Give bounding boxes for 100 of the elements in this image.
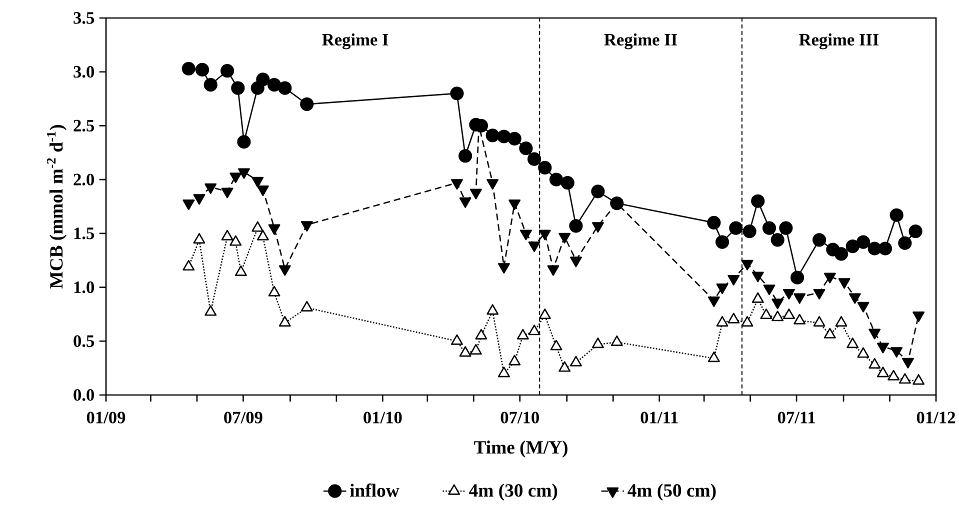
point: [813, 316, 826, 327]
point: [558, 361, 571, 372]
point: [256, 230, 269, 240]
point: [538, 308, 551, 320]
point: [742, 224, 756, 238]
x-tick-label: 07/09: [224, 412, 262, 424]
point: [834, 247, 848, 261]
point: [569, 219, 583, 233]
point: [898, 373, 911, 384]
y-tick-label: 3.0: [74, 66, 94, 78]
legend-label: 4m (30 cm): [469, 484, 558, 501]
point: [195, 62, 210, 77]
point: [549, 172, 564, 186]
point: [878, 242, 892, 256]
point: [193, 233, 206, 244]
point: [560, 176, 574, 190]
point: [182, 260, 195, 271]
point: [898, 236, 912, 250]
point: [450, 334, 463, 345]
point: [497, 130, 511, 144]
point: [912, 374, 925, 385]
point: [888, 370, 900, 380]
point: [475, 328, 488, 340]
point: [221, 230, 234, 240]
point: [252, 221, 264, 232]
point: [741, 316, 754, 327]
point: [824, 328, 836, 338]
point: [592, 338, 604, 348]
point: [486, 128, 500, 142]
point: [708, 352, 720, 362]
point: [237, 135, 251, 149]
point: [519, 142, 533, 156]
x-tick-label: 07/11: [778, 412, 815, 424]
point: [234, 265, 247, 276]
y-tick-label: 3.5: [74, 12, 94, 24]
point: [182, 62, 196, 76]
point: [508, 132, 522, 146]
point: [458, 149, 472, 163]
point: [762, 221, 776, 235]
point: [300, 300, 313, 312]
point: [729, 221, 743, 235]
point: [812, 233, 826, 247]
point: [527, 152, 542, 166]
point: [498, 366, 510, 378]
point: [715, 235, 730, 249]
point: [770, 233, 784, 247]
x-tick-label: 07/10: [500, 412, 539, 424]
point: [835, 316, 848, 327]
point: [751, 194, 765, 208]
point: [300, 97, 314, 111]
point: [508, 354, 521, 366]
point: [220, 64, 234, 78]
point: [782, 308, 795, 320]
point: [752, 292, 764, 303]
point: [267, 78, 282, 92]
point: [204, 305, 217, 316]
point: [486, 304, 499, 315]
point: [846, 338, 859, 348]
point: [278, 316, 291, 327]
point: [728, 312, 740, 324]
point: [772, 310, 784, 322]
x-tick-label: 01/10: [364, 412, 402, 424]
point: [550, 340, 562, 350]
point: [760, 308, 772, 320]
point: [528, 324, 540, 336]
point: [790, 270, 804, 284]
y-axis-title: MCB (mmol m$^{-2}$ d$^{-1}$): [46, 125, 66, 289]
point: [538, 160, 552, 175]
point: [231, 81, 245, 95]
point: [868, 358, 881, 369]
point: [204, 78, 218, 92]
annotation: Regime I: [322, 33, 388, 50]
point: [278, 81, 292, 95]
x-tick-label: 01/11: [640, 412, 678, 424]
y-tick-label: 0.5: [74, 335, 94, 348]
x-axis-title: Time (M/Y): [474, 440, 568, 458]
point: [846, 240, 860, 254]
y-tick-label: 1.0: [74, 281, 94, 294]
legend-label: 4m (50 cm): [628, 484, 716, 501]
annotation: Regime II: [604, 33, 678, 50]
y-tick-label: 2.0: [74, 174, 94, 186]
x-tick-label: 01/12: [916, 412, 956, 424]
point: [230, 235, 242, 246]
point: [570, 356, 582, 366]
point: [716, 316, 728, 327]
point: [591, 184, 605, 198]
point: [890, 208, 904, 222]
point: [610, 335, 623, 346]
point: [908, 224, 922, 238]
y-tick-label: 1.5: [74, 228, 94, 240]
point: [779, 221, 793, 235]
point: [450, 86, 464, 100]
y-tick-label: 0.0: [74, 389, 94, 401]
point: [707, 216, 721, 230]
point: [256, 72, 270, 86]
point: [459, 346, 472, 357]
point: [516, 328, 529, 340]
point: [470, 344, 482, 355]
y-tick-label: 2.5: [74, 120, 94, 132]
point: [794, 314, 806, 324]
